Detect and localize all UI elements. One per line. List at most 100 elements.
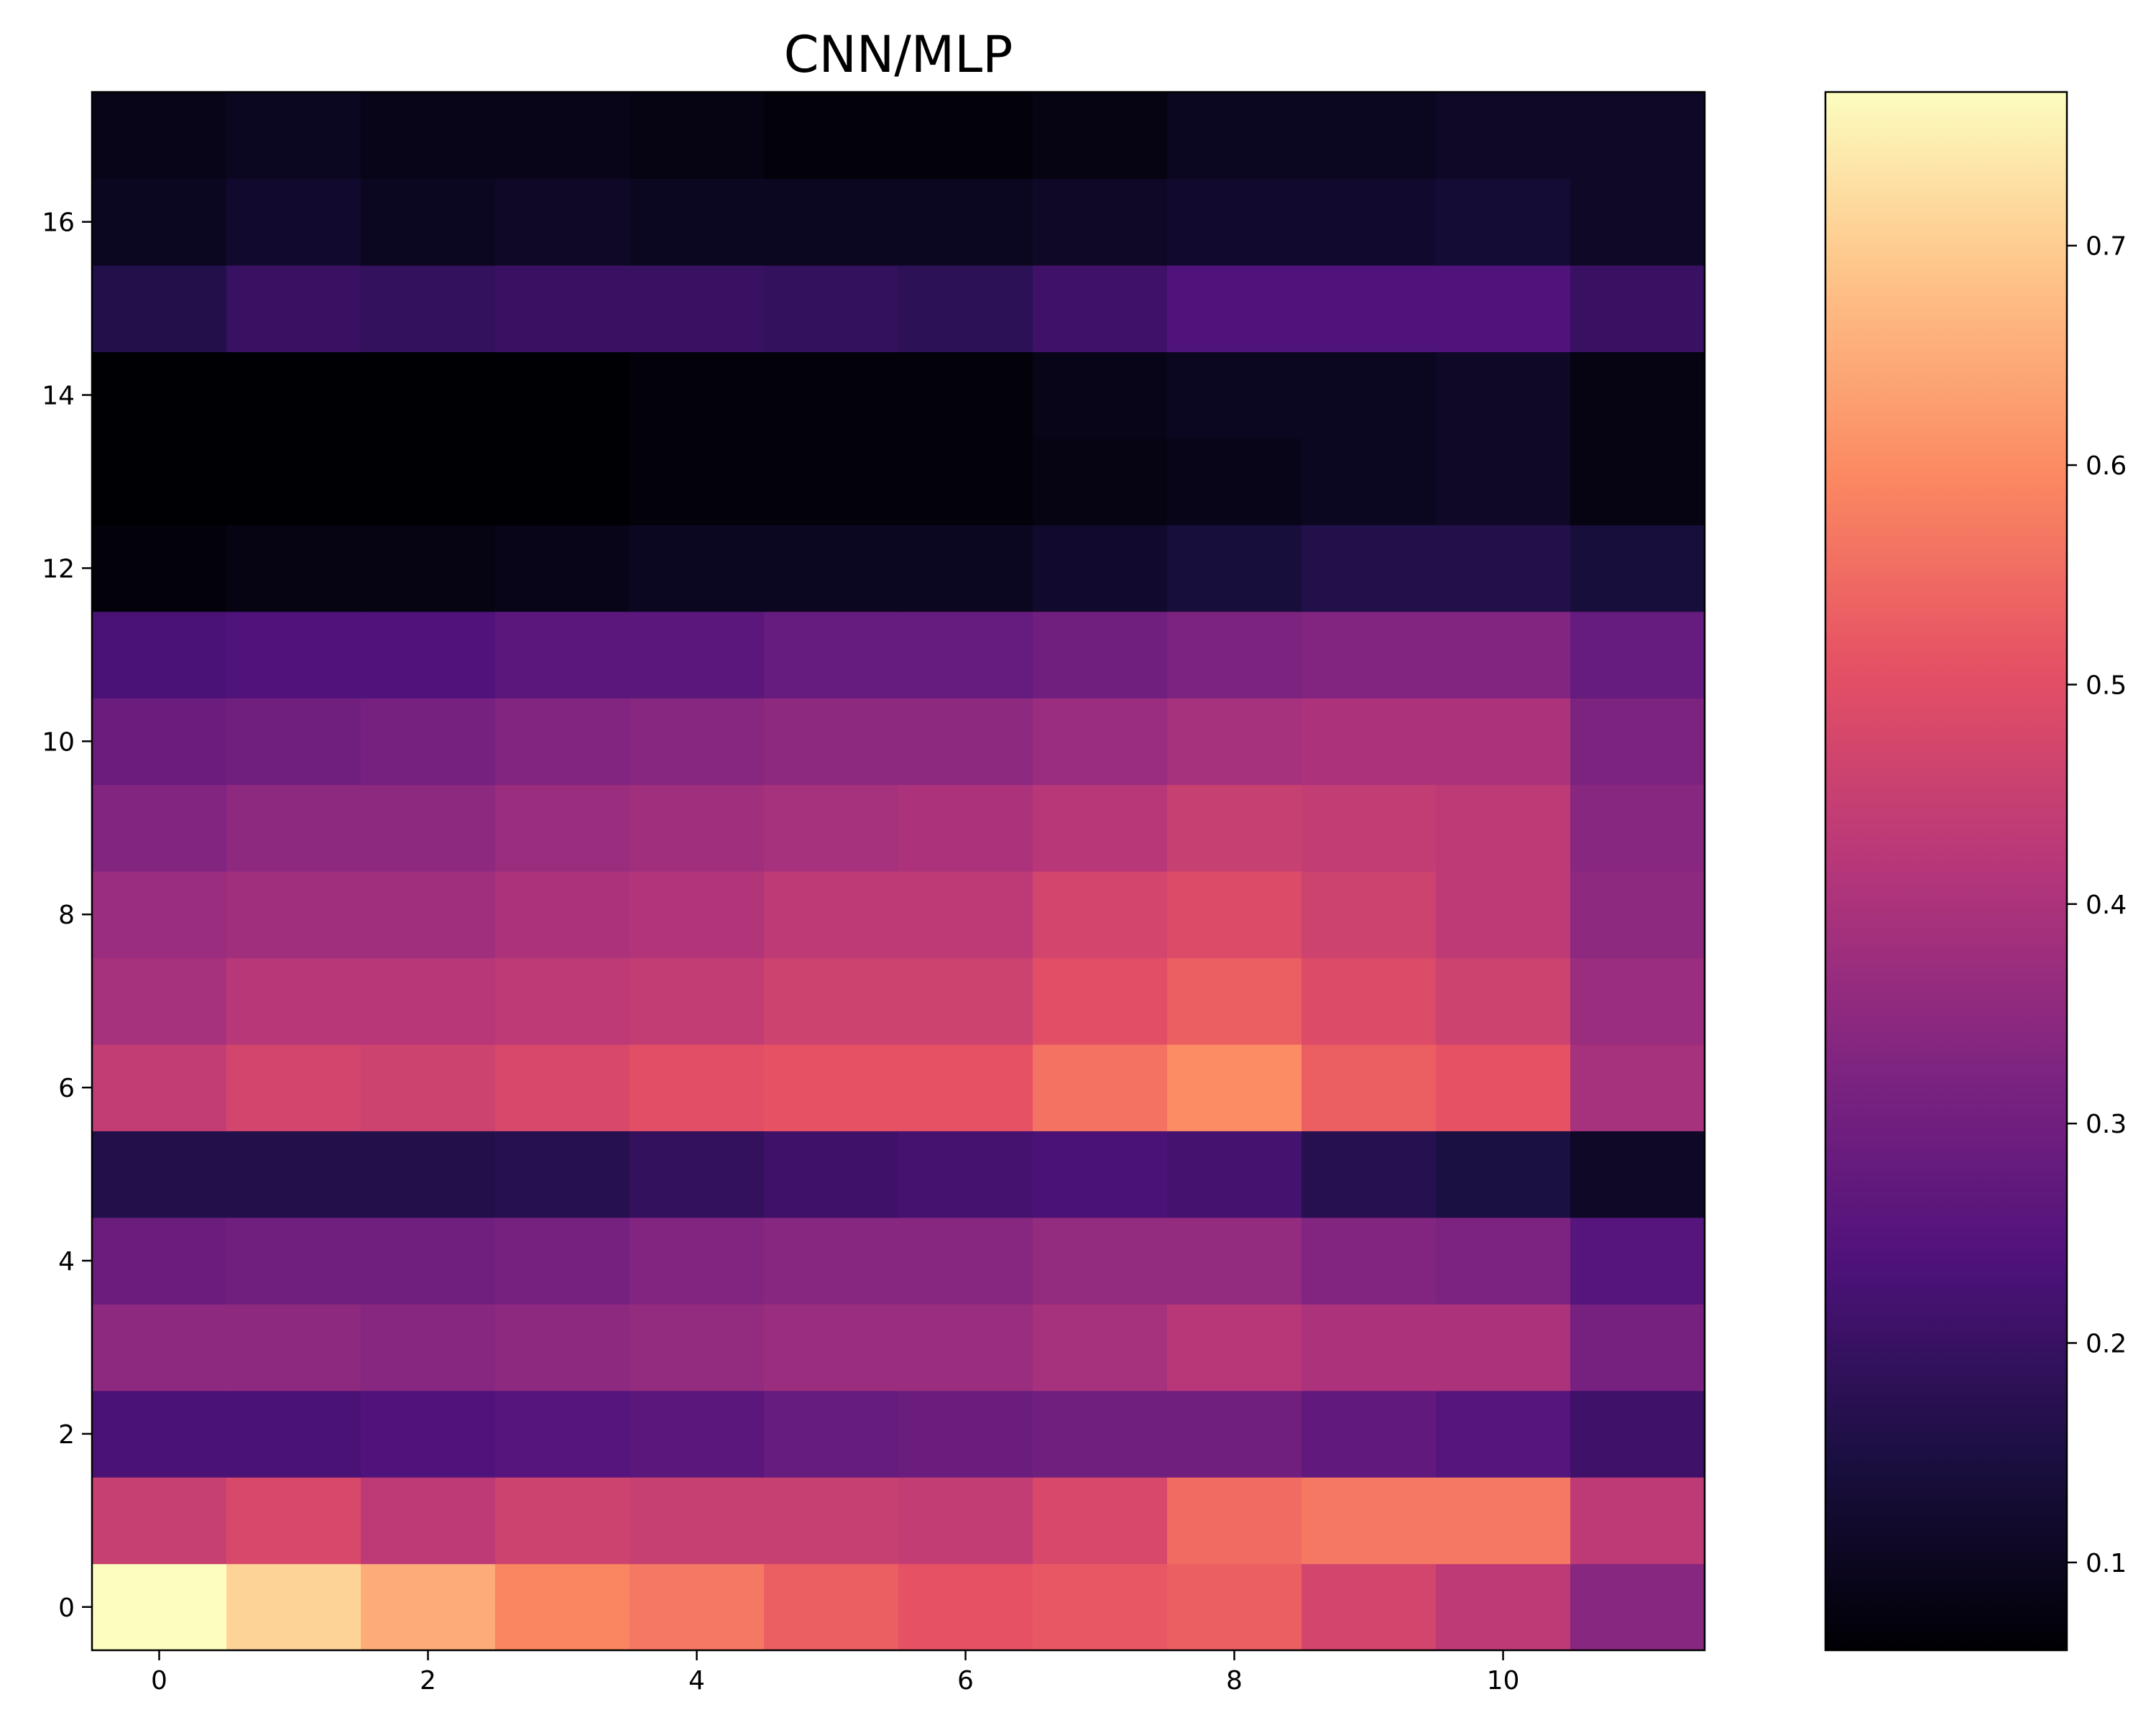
heatmap-cell — [495, 264, 630, 352]
heatmap-cell — [92, 871, 227, 959]
heatmap-cell — [764, 1390, 899, 1478]
colorbar-axis: 0.1 0.2 0.3 0.4 0.5 0.6 0.7 — [2067, 232, 2127, 1578]
heatmap-cell — [630, 1304, 765, 1392]
heatmap-cell — [630, 1131, 765, 1218]
heatmap-cell — [226, 178, 361, 266]
heatmap-cell — [1436, 92, 1571, 180]
heatmap-cell — [361, 784, 496, 872]
heatmap-cell — [1167, 784, 1302, 872]
heatmap-cell — [1167, 1477, 1302, 1565]
heatmap-cell — [1570, 92, 1705, 180]
heatmap-cell — [1570, 178, 1705, 266]
heatmap-cell — [1033, 1563, 1168, 1651]
heatmap-cell — [226, 611, 361, 699]
tick-label: 10 — [1487, 1666, 1520, 1696]
heatmap-cell — [1570, 264, 1705, 352]
heatmap-cell — [630, 264, 765, 352]
tick-label: 2 — [58, 1420, 75, 1450]
heatmap-cell — [764, 1044, 899, 1131]
heatmap-cell — [92, 264, 227, 352]
heatmap-cell — [1302, 1217, 1437, 1305]
heatmap-cell — [1302, 871, 1437, 959]
heatmap-cell — [630, 784, 765, 872]
heatmap-cell — [495, 438, 630, 525]
tick-label: 2 — [420, 1666, 436, 1696]
heatmap-cell — [1570, 611, 1705, 699]
heatmap-cell — [495, 1563, 630, 1651]
heatmap-cell — [1570, 1563, 1705, 1651]
tick-label: 0 — [151, 1666, 167, 1696]
heatmap-cell — [361, 1044, 496, 1131]
chart-title: CNN/MLP — [784, 25, 1013, 84]
heatmap-cell — [92, 525, 227, 612]
heatmap-cell — [495, 178, 630, 266]
tick-label: 0.1 — [2086, 1549, 2127, 1578]
heatmap-cell — [92, 1044, 227, 1131]
heatmap-cell — [1302, 698, 1437, 786]
tick-label: 0.5 — [2086, 671, 2127, 700]
heatmap-cell — [361, 178, 496, 266]
heatmap-cell — [1570, 871, 1705, 959]
heatmap-cell — [630, 611, 765, 699]
heatmap-cell — [1167, 698, 1302, 786]
heatmap-cell — [1570, 784, 1705, 872]
heatmap-cell — [1436, 611, 1571, 699]
heatmap-cell — [1167, 1044, 1302, 1131]
heatmap-cell — [1302, 178, 1437, 266]
heatmap-cell — [898, 698, 1033, 786]
heatmap-cell — [361, 1477, 496, 1565]
heatmap-cell — [898, 525, 1033, 612]
heatmap-cell — [630, 438, 765, 525]
tick-label: 4 — [58, 1247, 75, 1276]
heatmap-cell — [361, 698, 496, 786]
heatmap-cell — [226, 438, 361, 525]
heatmap-cell — [898, 178, 1033, 266]
heatmap-cell — [495, 698, 630, 786]
heatmap-cell — [764, 1304, 899, 1392]
heatmap-cell — [1570, 698, 1705, 786]
heatmap-cell — [1570, 1477, 1705, 1565]
heatmap-cell — [1302, 784, 1437, 872]
tick-label: 14 — [42, 382, 75, 411]
heatmap-cell — [764, 611, 899, 699]
heatmap-cell — [92, 611, 227, 699]
heatmap-cell — [1167, 957, 1302, 1045]
heatmap-cell — [1436, 1217, 1571, 1305]
tick-label: 0.6 — [2086, 451, 2127, 481]
heatmap-cell — [1167, 611, 1302, 699]
heatmap-cell — [495, 957, 630, 1045]
heatmap-cell — [361, 871, 496, 959]
heatmap-cell — [630, 525, 765, 612]
heatmap-cell — [226, 784, 361, 872]
heatmap-cell — [361, 611, 496, 699]
heatmap-cell — [764, 438, 899, 525]
heatmap-cell — [1436, 1044, 1571, 1131]
tick-label: 12 — [42, 554, 75, 584]
heatmap-cell — [495, 1304, 630, 1392]
heatmap-cell — [361, 438, 496, 525]
heatmap-cell — [226, 92, 361, 180]
heatmap-cell — [630, 1477, 765, 1565]
heatmap-cell — [630, 351, 765, 439]
tick-label: 0.7 — [2086, 232, 2127, 262]
heatmap-cell — [898, 264, 1033, 352]
heatmap-cell — [898, 92, 1033, 180]
heatmap-cell — [898, 611, 1033, 699]
heatmap-cell — [764, 1131, 899, 1218]
heatmap-cell — [1167, 178, 1302, 266]
heatmap-cell — [495, 1131, 630, 1218]
heatmap-cells — [92, 92, 1705, 1651]
heatmap-cell — [361, 525, 496, 612]
heatmap-cell — [630, 871, 765, 959]
heatmap-cell — [898, 438, 1033, 525]
heatmap-cell — [361, 1390, 496, 1478]
heatmap-cell — [1167, 351, 1302, 439]
heatmap-cell — [1302, 264, 1437, 352]
tick-label: 10 — [42, 727, 75, 757]
heatmap-cell — [226, 1217, 361, 1305]
heatmap-cell — [226, 1131, 361, 1218]
heatmap-cell — [1033, 698, 1168, 786]
heatmap-cell — [764, 1477, 899, 1565]
heatmap-cell — [1570, 1390, 1705, 1478]
heatmap-cell — [1302, 1477, 1437, 1565]
